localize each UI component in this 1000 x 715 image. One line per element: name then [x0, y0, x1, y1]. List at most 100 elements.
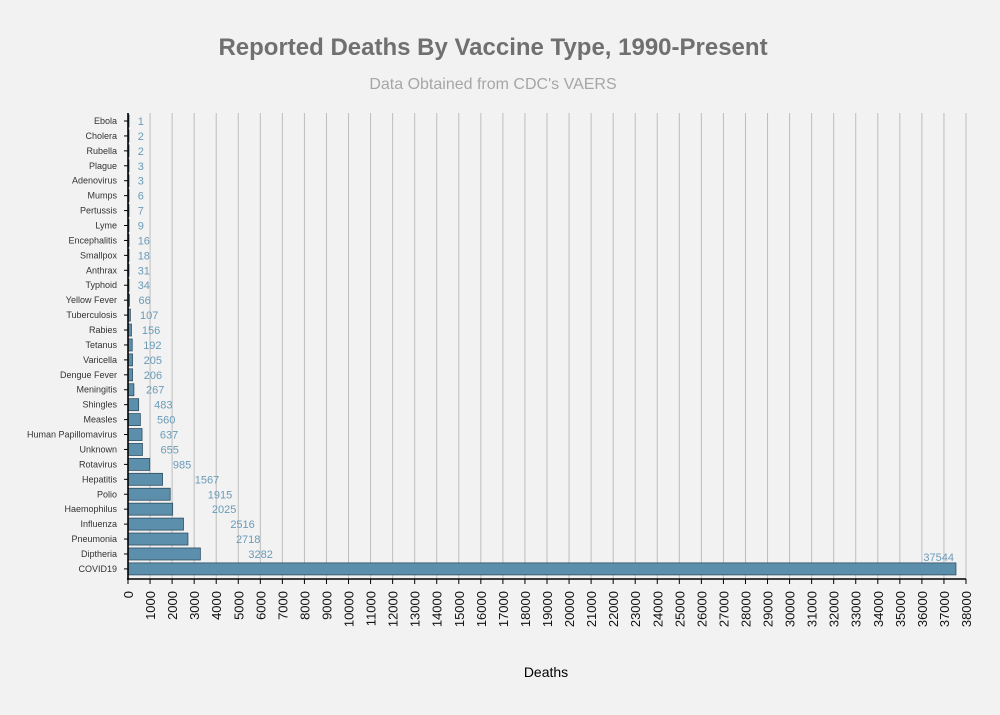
x-tick-label: 21000: [584, 591, 599, 627]
x-tick-label: 24000: [650, 591, 665, 627]
x-tick-label: 9000: [319, 591, 334, 620]
gridlines: [149, 113, 967, 579]
bar: [127, 562, 957, 576]
category-label: Rabies: [89, 325, 118, 335]
category-label: Yellow Fever: [66, 295, 117, 305]
data-label: 2: [138, 146, 144, 158]
bar: [127, 428, 143, 441]
x-tick-label: 4000: [209, 591, 224, 620]
x-tick-label: 34000: [871, 591, 886, 627]
data-label: 1915: [208, 489, 232, 501]
category-label: Anthrax: [86, 265, 118, 275]
data-label: 267: [146, 385, 164, 397]
x-tick-label: 32000: [827, 591, 842, 627]
x-tick-labels: 0 1000 2000 3000 4000 5000 6000 7000 8000 9000 100…: [121, 591, 974, 627]
data-label: 655: [161, 444, 179, 456]
data-label: 560: [157, 415, 175, 427]
x-tick-label: 23000: [628, 591, 643, 627]
data-label: 3282: [248, 549, 272, 561]
category-label: Tuberculosis: [66, 310, 117, 320]
category-label: Unknown: [79, 444, 117, 454]
bar: [127, 457, 151, 471]
data-label: 205: [144, 355, 162, 367]
category-labels: Ebola Cholera Rubella Plague Adenovirus Mumps…: [27, 116, 118, 574]
category-label: Meningitis: [76, 385, 117, 395]
x-tick-label: 27000: [716, 591, 731, 627]
category-label: Encephalitis: [68, 235, 117, 245]
data-label: 6: [138, 191, 144, 203]
category-label: Dengue Fever: [60, 370, 117, 380]
x-tick-label: 16000: [474, 591, 489, 627]
bar: [127, 383, 135, 397]
axes: [124, 113, 967, 584]
data-label: 3: [138, 176, 144, 188]
x-tick-label: 13000: [408, 591, 423, 627]
data-label: 483: [154, 400, 172, 412]
category-label: Typhoid: [85, 280, 117, 290]
x-tick-label: 31000: [805, 591, 820, 627]
x-tick-label: 0: [121, 591, 136, 598]
x-tick-label: 22000: [606, 591, 621, 627]
bar: [127, 487, 171, 501]
x-tick-label: 29000: [761, 591, 776, 627]
category-label: Human Papillomavirus: [27, 430, 118, 440]
data-label: 34: [138, 280, 150, 292]
data-label: 2516: [230, 519, 254, 531]
bars: [127, 114, 957, 576]
category-label: Diptheria: [81, 549, 117, 559]
data-label: 18: [138, 250, 150, 262]
category-label: Hepatitis: [82, 474, 118, 484]
data-label: 2718: [236, 534, 260, 546]
x-tick-label: 1000: [143, 591, 158, 620]
category-label: Smallpox: [80, 250, 118, 260]
x-tick-label: 2000: [165, 591, 180, 620]
x-tick-label: 25000: [672, 591, 687, 627]
category-label: Adenovirus: [72, 176, 118, 186]
category-label: Haemophilus: [64, 504, 117, 514]
data-label: 1567: [195, 474, 219, 486]
data-label: 1: [138, 116, 144, 128]
category-label: Plague: [89, 161, 117, 171]
x-tick-label: 11000: [364, 591, 379, 626]
x-tick-label: 35000: [893, 591, 908, 627]
x-tick-label: 37000: [937, 591, 952, 627]
category-label: Rotavirus: [79, 459, 118, 469]
x-tick-label: 26000: [694, 591, 709, 627]
category-label: Pertussis: [80, 206, 118, 216]
chart-title: Reported Deaths By Vaccine Type, 1990-Pr…: [218, 34, 767, 61]
data-label: 16: [138, 235, 150, 247]
data-label: 66: [138, 295, 150, 307]
x-tick-label: 19000: [540, 591, 555, 627]
x-tick-label: 30000: [783, 591, 798, 627]
data-label: 192: [143, 340, 161, 352]
x-tick-label: 33000: [849, 591, 864, 627]
category-label: Influenza: [80, 519, 117, 529]
data-label: 2: [138, 131, 144, 143]
category-label: Measles: [83, 415, 117, 425]
data-label: 37544: [923, 552, 954, 564]
data-label: 7: [138, 206, 144, 218]
bar: [127, 517, 184, 531]
x-tick-label: 3000: [187, 591, 202, 620]
data-label: 985: [173, 459, 191, 471]
data-label: 206: [144, 370, 162, 382]
x-tick-label: 20000: [562, 591, 577, 627]
x-tick-label: 18000: [518, 591, 533, 627]
x-tick-label: 12000: [386, 591, 401, 627]
data-label: 156: [142, 325, 160, 337]
data-label: 31: [138, 265, 150, 277]
category-label: Pneumonia: [71, 534, 117, 544]
x-tick-label: 10000: [342, 591, 357, 627]
category-label: Shingles: [82, 400, 117, 410]
data-label: 637: [160, 430, 178, 442]
x-tick-label: 6000: [253, 591, 268, 620]
data-label: 107: [140, 310, 158, 322]
x-tick-label: 5000: [231, 591, 246, 620]
x-tick-label: 38000: [959, 591, 974, 627]
x-axis-title: Deaths: [524, 664, 568, 680]
category-label: Rubella: [86, 146, 117, 156]
x-tick-label: 36000: [915, 591, 930, 627]
category-label: Tetanus: [85, 340, 117, 350]
